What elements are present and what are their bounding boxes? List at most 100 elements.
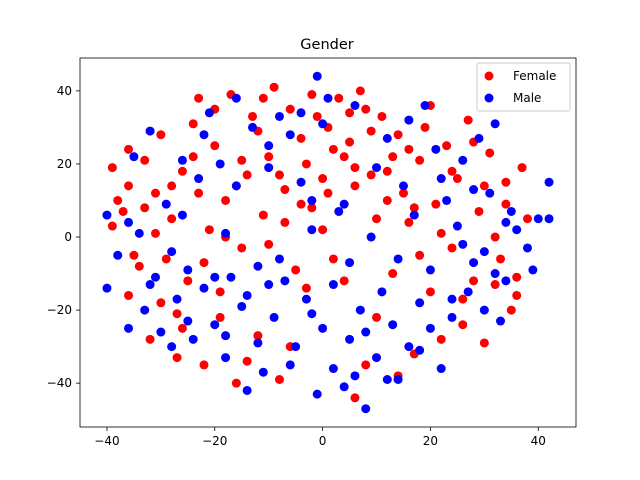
x-tick-label: 20 bbox=[423, 434, 438, 448]
data-point-female bbox=[447, 243, 457, 253]
data-point-male bbox=[253, 261, 263, 271]
data-point-male bbox=[501, 276, 511, 286]
data-point-female bbox=[485, 148, 495, 158]
data-point-male bbox=[231, 93, 241, 103]
data-point-male bbox=[447, 312, 457, 322]
data-point-female bbox=[194, 93, 204, 103]
data-point-female bbox=[458, 320, 468, 330]
data-point-female bbox=[334, 93, 344, 103]
data-point-male bbox=[474, 133, 484, 143]
x-tick-label: 0 bbox=[319, 434, 327, 448]
data-point-female bbox=[420, 122, 430, 132]
data-point-male bbox=[442, 195, 452, 205]
data-point-male bbox=[415, 298, 425, 308]
data-point-female bbox=[124, 144, 134, 154]
data-point-female bbox=[156, 298, 166, 308]
data-point-female bbox=[366, 170, 376, 180]
data-point-male bbox=[328, 280, 338, 290]
data-point-male bbox=[485, 188, 495, 198]
data-point-female bbox=[124, 290, 134, 300]
data-point-male bbox=[210, 272, 220, 282]
data-point-male bbox=[215, 159, 225, 169]
data-point-female bbox=[199, 258, 209, 268]
data-point-female bbox=[242, 356, 252, 366]
data-point-male bbox=[312, 389, 322, 399]
data-point-female bbox=[425, 287, 435, 297]
data-point-male bbox=[496, 316, 506, 326]
points-layer bbox=[102, 71, 554, 414]
legend-frame bbox=[476, 62, 571, 112]
data-point-female bbox=[264, 239, 274, 249]
y-axis: −40 −20 0 20 40 bbox=[47, 84, 80, 390]
x-tick-label: −20 bbox=[202, 434, 227, 448]
data-point-female bbox=[307, 203, 317, 213]
data-point-male bbox=[339, 199, 349, 209]
data-point-male bbox=[296, 177, 306, 187]
data-point-female bbox=[199, 360, 209, 370]
data-point-male bbox=[334, 206, 344, 216]
data-point-female bbox=[328, 144, 338, 154]
data-point-female bbox=[339, 152, 349, 162]
data-point-male bbox=[221, 353, 231, 363]
data-point-female bbox=[372, 312, 382, 322]
data-point-female bbox=[436, 228, 446, 238]
plot-area-frame bbox=[79, 57, 577, 428]
legend: Female Male bbox=[476, 62, 571, 112]
data-point-female bbox=[501, 177, 511, 187]
data-point-female bbox=[280, 217, 290, 227]
data-point-female bbox=[452, 174, 462, 184]
legend-label-female: Female bbox=[513, 69, 556, 83]
data-point-female bbox=[404, 217, 414, 227]
data-point-female bbox=[296, 199, 306, 209]
y-tick-label: 40 bbox=[57, 84, 72, 98]
data-point-male bbox=[312, 71, 322, 81]
data-point-female bbox=[382, 166, 392, 176]
data-point-male bbox=[124, 323, 134, 333]
data-point-female bbox=[237, 243, 247, 253]
data-point-male bbox=[328, 364, 338, 374]
legend-label-male: Male bbox=[513, 91, 541, 105]
data-point-female bbox=[522, 214, 532, 224]
data-point-male bbox=[145, 280, 155, 290]
data-point-female bbox=[221, 195, 231, 205]
data-point-male bbox=[323, 93, 333, 103]
data-point-male bbox=[350, 101, 360, 110]
data-point-female bbox=[318, 225, 328, 235]
data-point-male bbox=[469, 185, 479, 195]
data-point-female bbox=[167, 214, 177, 224]
data-point-male bbox=[490, 119, 500, 129]
data-point-female bbox=[124, 181, 134, 191]
y-tick-label: −20 bbox=[47, 303, 72, 317]
data-point-female bbox=[296, 133, 306, 143]
data-point-male bbox=[533, 214, 543, 224]
data-point-female bbox=[210, 141, 220, 151]
data-point-female bbox=[506, 305, 516, 315]
data-point-female bbox=[145, 334, 155, 344]
data-point-male bbox=[307, 195, 317, 205]
data-point-female bbox=[345, 108, 355, 118]
data-point-male bbox=[436, 174, 446, 184]
data-point-female bbox=[339, 276, 349, 286]
data-point-female bbox=[231, 378, 241, 388]
data-point-female bbox=[194, 188, 204, 198]
data-point-male bbox=[253, 338, 263, 348]
data-point-male bbox=[183, 265, 193, 275]
series-female bbox=[107, 82, 532, 403]
data-point-female bbox=[274, 170, 284, 180]
data-point-female bbox=[328, 254, 338, 264]
data-point-male bbox=[199, 283, 209, 293]
data-point-male bbox=[102, 210, 112, 220]
data-point-male bbox=[404, 342, 414, 352]
data-point-male bbox=[172, 294, 182, 304]
data-point-female bbox=[372, 214, 382, 224]
data-point-female bbox=[496, 254, 506, 264]
data-point-female bbox=[415, 250, 425, 260]
data-point-male bbox=[264, 141, 274, 151]
y-tick-label: 20 bbox=[57, 157, 72, 171]
data-point-female bbox=[140, 155, 150, 165]
data-point-female bbox=[490, 232, 500, 242]
data-point-male bbox=[355, 305, 365, 315]
data-point-female bbox=[264, 152, 274, 162]
data-point-male bbox=[361, 327, 371, 337]
